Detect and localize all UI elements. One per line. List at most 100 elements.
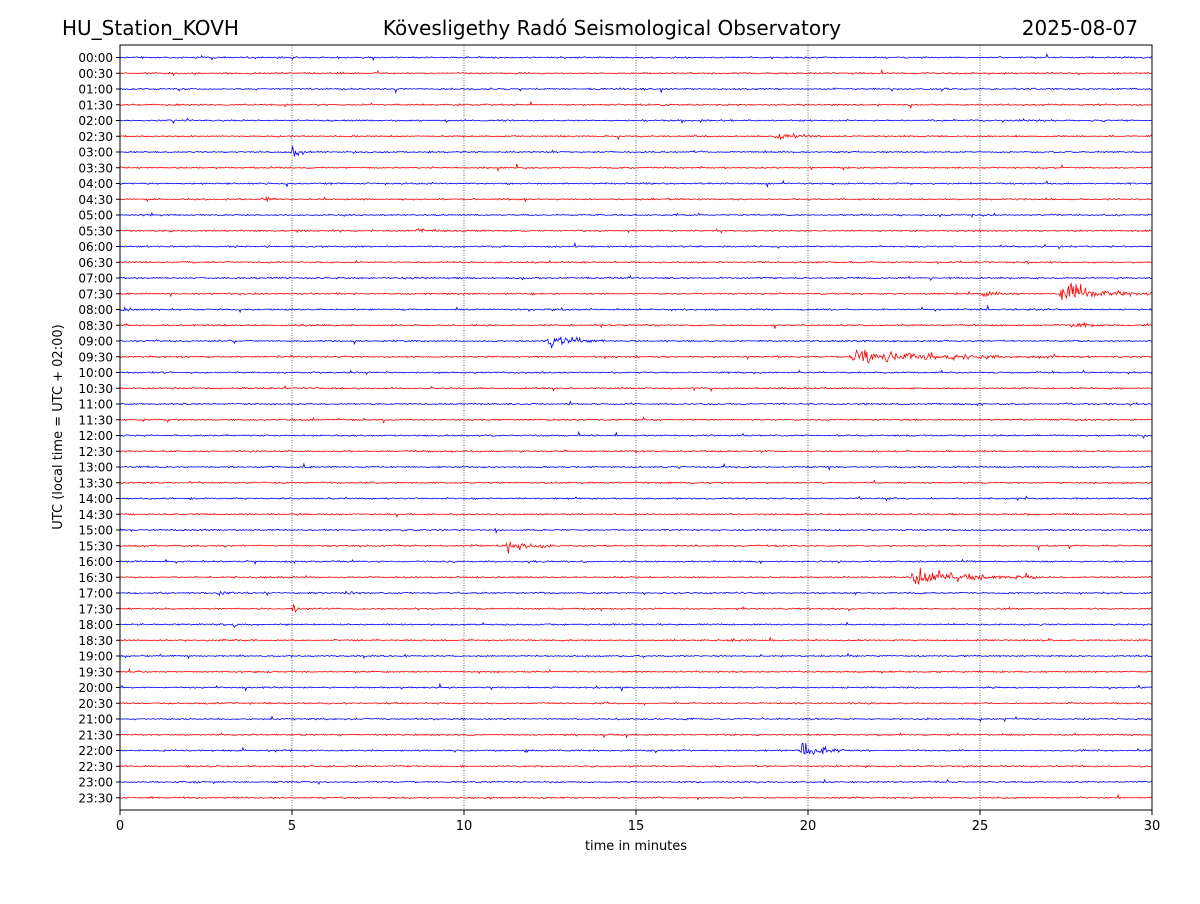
row-label: 18:00 xyxy=(78,618,113,632)
row-label: 09:00 xyxy=(78,335,113,349)
row-label: 05:30 xyxy=(78,224,113,238)
trace-2230 xyxy=(119,764,1153,769)
row-label: 07:00 xyxy=(78,272,113,286)
row-label: 15:30 xyxy=(78,539,113,553)
trace-0800 xyxy=(119,304,1153,314)
row-label: 23:30 xyxy=(78,791,113,805)
row-label: 17:00 xyxy=(78,587,113,601)
row-label: 15:00 xyxy=(78,524,113,538)
chart-title: Kövesligethy Radó Seismological Observat… xyxy=(383,16,841,40)
row-label: 03:30 xyxy=(78,161,113,175)
trace-0400 xyxy=(119,179,1153,189)
trace-0700 xyxy=(119,275,1153,282)
trace-1430 xyxy=(119,512,1153,518)
trace-1300 xyxy=(119,462,1153,471)
trace-1700 xyxy=(119,590,1153,597)
trace-2200 xyxy=(120,742,1153,756)
row-label: 09:30 xyxy=(78,350,113,364)
x-tick-label: 20 xyxy=(800,819,817,834)
trace-0930 xyxy=(119,349,1153,364)
trace-1830 xyxy=(119,636,1153,643)
trace-1730 xyxy=(119,604,1153,613)
row-label: 01:00 xyxy=(78,83,113,97)
row-label: 18:30 xyxy=(78,634,113,648)
row-label: 11:30 xyxy=(78,413,113,427)
x-tick-label: 10 xyxy=(456,819,473,834)
row-label: 22:00 xyxy=(78,744,113,758)
x-tick-label: 15 xyxy=(628,819,645,834)
trace-1630 xyxy=(119,567,1153,585)
trace-0330 xyxy=(119,163,1153,172)
trace-1100 xyxy=(119,400,1153,407)
trace-2330 xyxy=(119,793,1153,801)
x-tick-label: 5 xyxy=(288,819,296,834)
trace-0600 xyxy=(119,241,1153,250)
row-label: 00:30 xyxy=(78,67,113,81)
row-label: 08:00 xyxy=(78,303,113,317)
row-label: 19:00 xyxy=(78,650,113,664)
row-label: 05:00 xyxy=(78,209,113,223)
row-label: 13:30 xyxy=(78,476,113,490)
row-label: 04:00 xyxy=(78,177,113,191)
trace-0000 xyxy=(119,52,1153,61)
trace-1330 xyxy=(119,479,1153,485)
row-label: 14:30 xyxy=(78,508,113,522)
trace-1200 xyxy=(119,430,1153,439)
x-tick-label: 25 xyxy=(972,819,989,834)
trace-1000 xyxy=(119,369,1153,376)
row-label: 16:30 xyxy=(78,571,113,585)
trace-0730 xyxy=(119,282,1153,301)
trace-0630 xyxy=(119,259,1153,265)
row-label: 10:00 xyxy=(78,366,113,380)
date-label: 2025-08-07 xyxy=(1022,16,1138,40)
y-axis-label: UTC (local time = UTC + 02:00) xyxy=(51,324,66,529)
trace-0030 xyxy=(119,68,1153,77)
row-label: 04:30 xyxy=(78,193,113,207)
grid-lines xyxy=(291,45,981,810)
row-label: 12:30 xyxy=(78,445,113,459)
trace-1500 xyxy=(119,527,1153,535)
trace-1930 xyxy=(119,667,1153,674)
x-tick-label: 30 xyxy=(1144,819,1161,834)
trace-2030 xyxy=(119,700,1153,706)
trace-0500 xyxy=(119,211,1153,218)
row-label: 20:30 xyxy=(78,697,113,711)
row-label: 12:00 xyxy=(78,429,113,443)
row-label: 17:30 xyxy=(78,602,113,616)
row-label: 13:00 xyxy=(78,461,113,475)
row-label: 14:00 xyxy=(78,492,113,506)
row-label: 06:30 xyxy=(78,256,113,270)
trace-1400 xyxy=(119,495,1153,502)
trace-0830 xyxy=(119,321,1153,329)
trace-0430 xyxy=(119,196,1153,203)
trace-1530 xyxy=(119,540,1153,554)
row-label: 06:00 xyxy=(78,240,113,254)
trace-0300 xyxy=(119,146,1153,157)
trace-2130 xyxy=(119,732,1153,739)
station-label: HU_Station_KOVH xyxy=(62,16,239,40)
trace-2300 xyxy=(119,778,1153,786)
row-label: 00:00 xyxy=(78,51,113,65)
x-axis-ticks: 0 5 10 15 20 25 30 xyxy=(116,810,1160,834)
row-label: 01:30 xyxy=(78,98,113,112)
trace-0900 xyxy=(119,335,1153,349)
trace-1800 xyxy=(119,621,1153,628)
row-label: 02:30 xyxy=(78,130,113,144)
trace-0200 xyxy=(119,117,1153,125)
trace-1230 xyxy=(119,449,1153,454)
row-label: 23:00 xyxy=(78,776,113,790)
trace-0100 xyxy=(119,87,1153,94)
row-label: 21:00 xyxy=(78,713,113,727)
seismic-traces xyxy=(119,52,1153,801)
row-label: 07:30 xyxy=(78,287,113,301)
trace-1130 xyxy=(119,416,1153,424)
row-label: 22:30 xyxy=(78,760,113,774)
x-axis-label: time in minutes xyxy=(585,839,687,854)
trace-2000 xyxy=(120,682,1153,692)
row-label: 10:30 xyxy=(78,382,113,396)
row-label: 08:30 xyxy=(78,319,113,333)
row-label: 19:30 xyxy=(78,665,113,679)
